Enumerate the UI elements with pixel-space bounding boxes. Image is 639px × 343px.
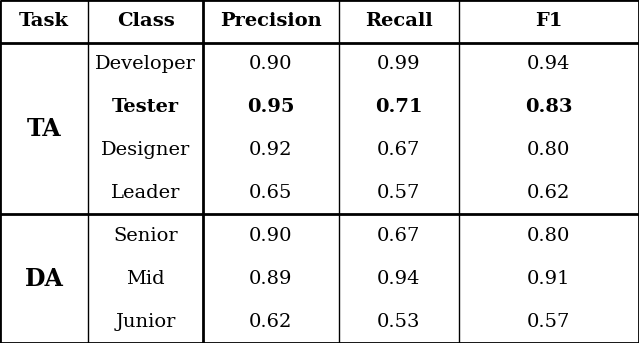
Text: 0.94: 0.94 [527, 55, 571, 73]
Text: Mid: Mid [127, 270, 165, 288]
Text: 0.90: 0.90 [249, 227, 293, 245]
Text: 0.80: 0.80 [527, 227, 571, 245]
Text: Task: Task [19, 12, 69, 31]
Text: Developer: Developer [95, 55, 196, 73]
Text: 0.57: 0.57 [527, 312, 571, 331]
Text: Tester: Tester [112, 98, 180, 116]
Text: 0.89: 0.89 [249, 270, 293, 288]
Text: 0.95: 0.95 [247, 98, 295, 116]
Text: Junior: Junior [116, 312, 176, 331]
Text: 0.62: 0.62 [527, 184, 571, 202]
Text: DA: DA [25, 267, 63, 291]
Text: 0.83: 0.83 [525, 98, 573, 116]
Text: Precision: Precision [220, 12, 322, 31]
Text: 0.94: 0.94 [377, 270, 420, 288]
Text: 0.65: 0.65 [249, 184, 293, 202]
Text: 0.80: 0.80 [527, 141, 571, 159]
Text: 0.67: 0.67 [377, 227, 420, 245]
Text: 0.90: 0.90 [249, 55, 293, 73]
Text: Leader: Leader [111, 184, 180, 202]
Text: Class: Class [117, 12, 174, 31]
Text: 0.67: 0.67 [377, 141, 420, 159]
Text: 0.62: 0.62 [249, 312, 293, 331]
Text: 0.53: 0.53 [377, 312, 420, 331]
Text: Designer: Designer [101, 141, 190, 159]
Text: F1: F1 [535, 12, 563, 31]
Text: TA: TA [27, 117, 61, 141]
Text: 0.91: 0.91 [527, 270, 571, 288]
Text: 0.71: 0.71 [375, 98, 422, 116]
Text: 0.99: 0.99 [377, 55, 420, 73]
Text: 0.92: 0.92 [249, 141, 293, 159]
Text: Senior: Senior [113, 227, 178, 245]
Text: 0.57: 0.57 [377, 184, 420, 202]
Text: Recall: Recall [365, 12, 433, 31]
